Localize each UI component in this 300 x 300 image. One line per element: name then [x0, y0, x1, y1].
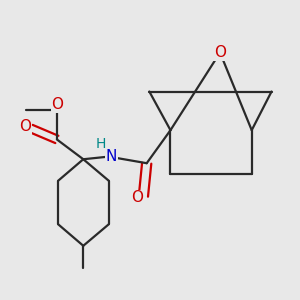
Text: N: N: [106, 149, 117, 164]
Text: O: O: [131, 190, 143, 206]
Text: H: H: [95, 137, 106, 151]
Text: O: O: [19, 119, 31, 134]
Text: O: O: [52, 97, 64, 112]
Text: O: O: [214, 45, 226, 60]
